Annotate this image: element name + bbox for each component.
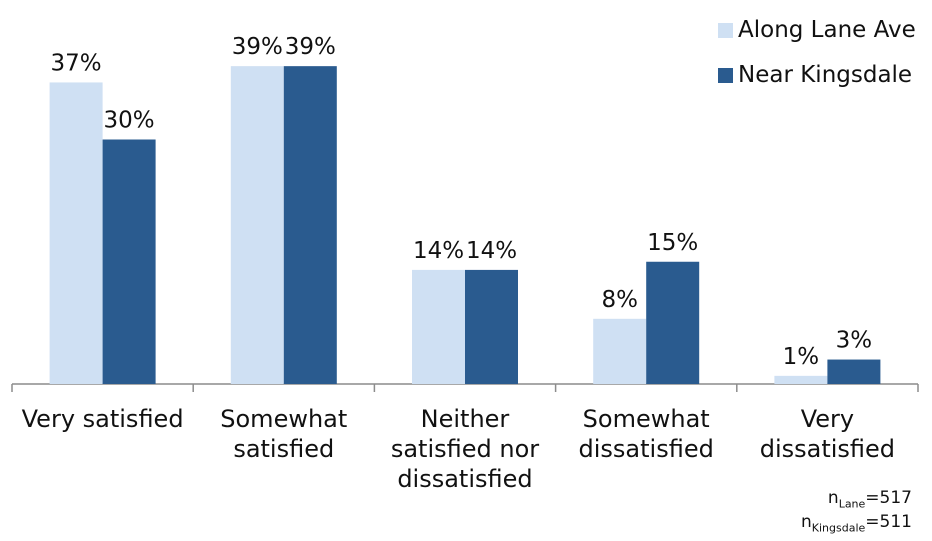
sample-size-lane-sub: Lane — [838, 497, 866, 511]
legend-item-near-kingsdale: Near Kingsdale — [718, 59, 916, 92]
sample-size-kingsdale-value: =511 — [865, 512, 912, 532]
sample-size-lane-value: =517 — [865, 488, 912, 508]
legend-item-along-lane: Along Lane Ave — [718, 14, 916, 47]
data-label: 8% — [601, 287, 638, 313]
legend-label-along-lane: Along Lane Ave — [738, 17, 916, 43]
data-label: 15% — [647, 230, 698, 256]
bar-near-kingsdale — [283, 66, 337, 385]
bar-near-kingsdale — [102, 139, 156, 384]
data-label: 30% — [104, 108, 155, 134]
category-label: Very satisfied — [21, 405, 184, 433]
bar-near-kingsdale — [465, 269, 518, 384]
legend-swatch-near-kingsdale — [718, 68, 733, 83]
sample-size-kingsdale-sub: Kingsdale — [811, 521, 866, 535]
data-label: 14% — [466, 238, 517, 264]
data-label: 39% — [285, 34, 336, 60]
category-label: Somewhat satisfied — [220, 405, 348, 463]
bar-along-lane — [230, 66, 284, 385]
legend-swatch-along-lane — [718, 23, 733, 38]
bar-near-kingsdale — [827, 359, 881, 384]
category-label: Neither satisfied nor dissatisfied — [390, 405, 540, 493]
sample-size-lane-prefix: n — [827, 488, 839, 508]
sample-size-kingsdale: nKingsdale=511 — [801, 512, 912, 538]
bar-along-lane — [49, 82, 103, 384]
data-label: 1% — [783, 344, 820, 370]
bar-along-lane — [593, 318, 647, 384]
bar-along-lane — [774, 375, 828, 384]
data-label: 14% — [413, 238, 464, 264]
data-label: 3% — [836, 328, 873, 354]
sample-size-lane: nLane=517 — [828, 488, 912, 514]
data-label: 39% — [232, 34, 283, 60]
bar-near-kingsdale — [646, 261, 700, 384]
sample-size-kingsdale-prefix: n — [801, 512, 812, 532]
category-label: Somewhat dissatisfied — [578, 405, 714, 463]
category-label: Very dissatisfied — [759, 405, 896, 463]
bar-along-lane — [412, 269, 465, 384]
legend-label-near-kingsdale: Near Kingsdale — [738, 62, 913, 88]
data-label: 37% — [51, 50, 102, 76]
legend: Along Lane Ave Near Kingsdale — [718, 14, 916, 104]
